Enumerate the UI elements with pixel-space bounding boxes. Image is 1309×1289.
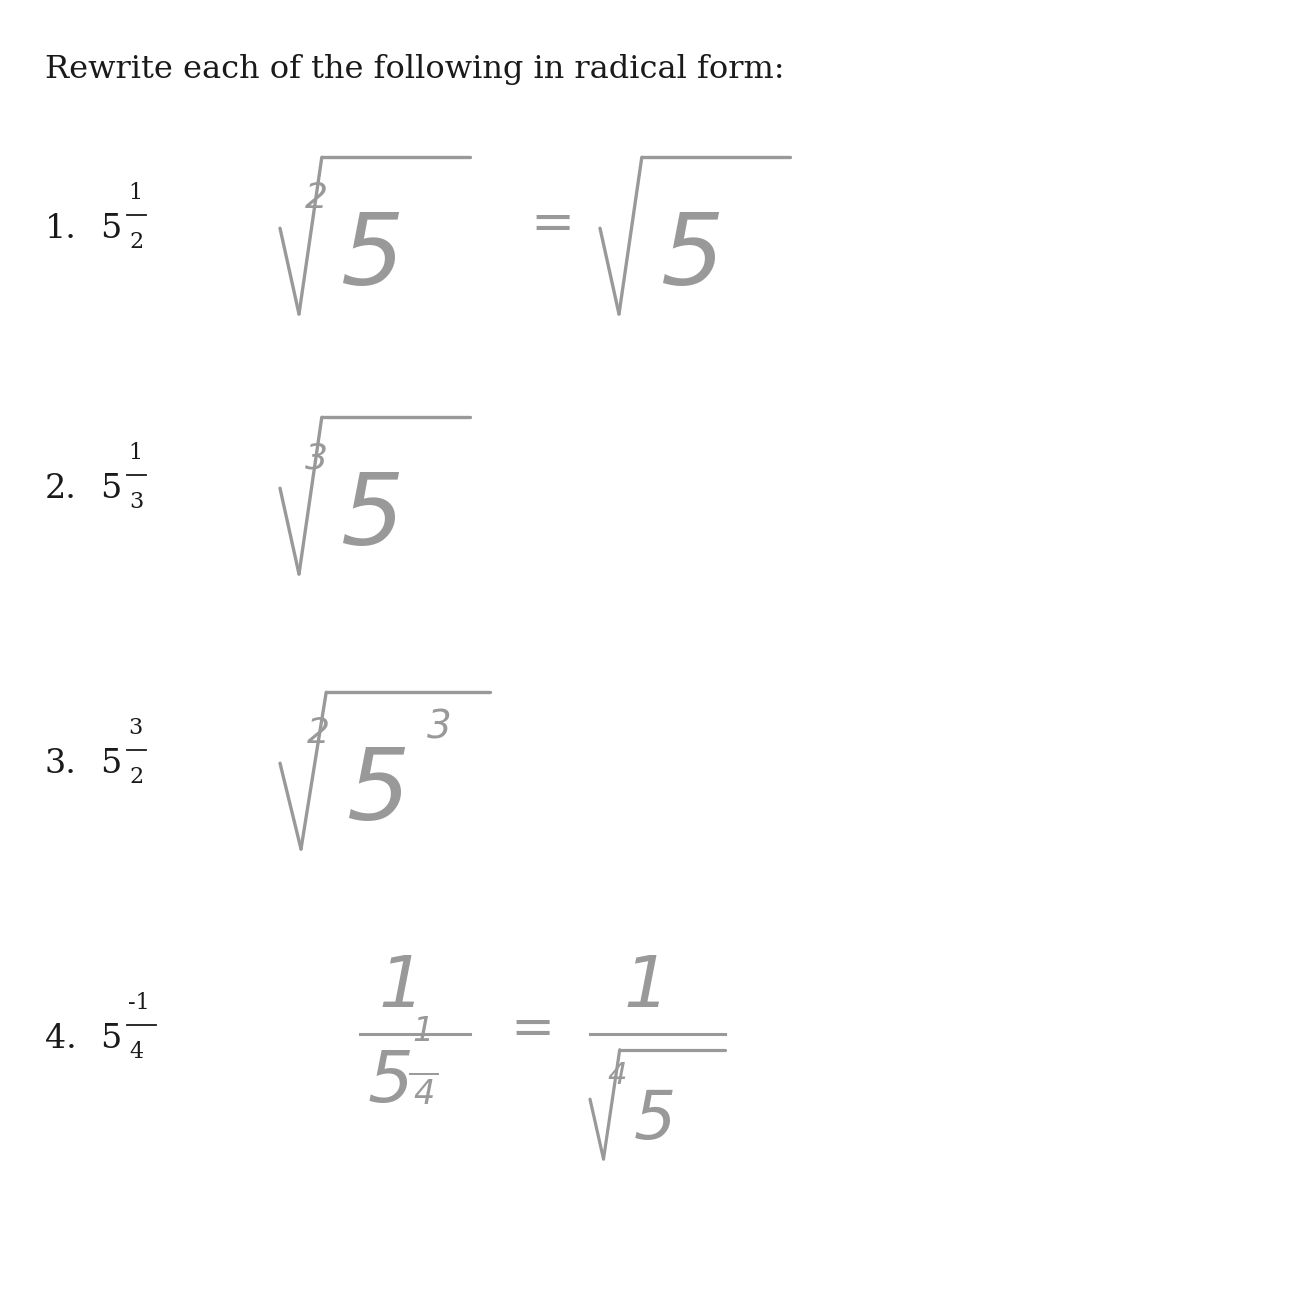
Text: =: = [511, 1003, 554, 1054]
Text: 5: 5 [99, 1023, 122, 1054]
Text: 1: 1 [128, 182, 143, 204]
Text: 4: 4 [607, 1061, 627, 1090]
Text: 1: 1 [412, 1014, 433, 1048]
Text: 3: 3 [305, 441, 327, 476]
Text: 5: 5 [634, 1087, 675, 1154]
Text: 3: 3 [130, 491, 143, 513]
Text: 1: 1 [128, 442, 143, 464]
Text: 4: 4 [130, 1042, 143, 1063]
Text: 2.: 2. [45, 473, 77, 505]
Text: 5: 5 [99, 748, 122, 780]
Text: 5: 5 [340, 469, 404, 566]
Text: 5: 5 [347, 744, 411, 840]
Text: 2: 2 [308, 715, 330, 750]
Text: 5: 5 [368, 1048, 414, 1118]
Text: 2: 2 [130, 766, 143, 788]
Text: Rewrite each of the following in radical form:: Rewrite each of the following in radical… [45, 54, 784, 85]
Text: 3.: 3. [45, 748, 77, 780]
Text: -1: -1 [128, 993, 149, 1014]
Text: 1: 1 [623, 953, 670, 1022]
Text: 5: 5 [99, 473, 122, 505]
Text: =: = [530, 199, 575, 250]
Text: 3: 3 [128, 717, 143, 739]
Text: 3: 3 [427, 709, 452, 746]
Text: 5: 5 [99, 213, 122, 245]
Text: 5: 5 [340, 209, 404, 305]
Text: 2: 2 [130, 231, 143, 253]
Text: 5: 5 [661, 209, 724, 305]
Text: 4.: 4. [45, 1023, 77, 1054]
Text: 1.: 1. [45, 213, 77, 245]
Text: 2: 2 [305, 180, 327, 215]
Text: 4: 4 [414, 1078, 435, 1111]
Text: 1: 1 [378, 953, 425, 1022]
